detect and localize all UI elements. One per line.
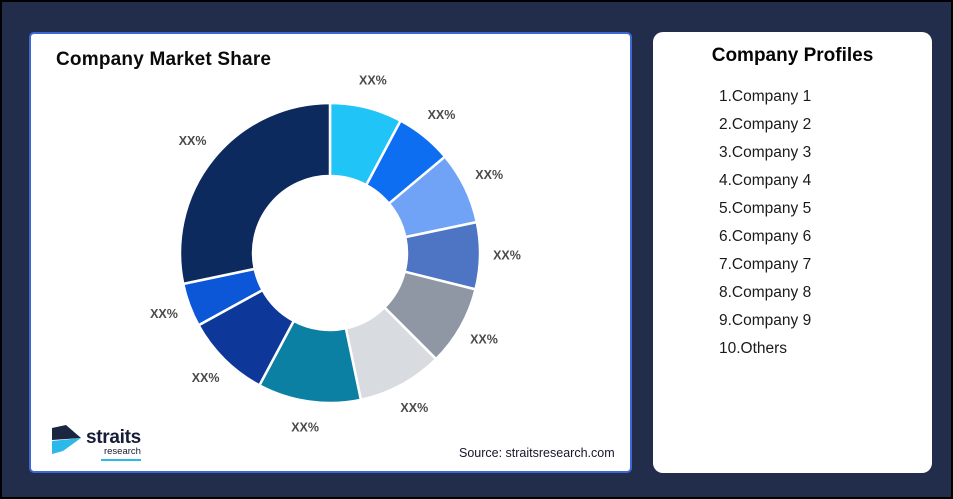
donut-chart: XX% XX% XX% XX% XX% XX% XX% XX% XX% XX% [150, 74, 521, 435]
donut-segment-10 [178, 101, 332, 286]
market-share-card: XX% XX% XX% XX% XX% XX% XX% XX% XX% XX% Company M… [29, 32, 632, 473]
straits-logo-icon [52, 425, 81, 454]
company-list-item: 4.Company 4 [719, 172, 812, 189]
profiles-title: Company Profiles [711, 45, 874, 66]
source-text: Source: straitsresearch.com [459, 446, 615, 460]
donut-segment-label-8: XX% [192, 371, 220, 385]
company-list-item: 8.Company 8 [719, 284, 812, 301]
logo-underline [100, 458, 141, 461]
donut-segment-label-3: XX% [475, 168, 503, 182]
company-list-item: 9.Company 9 [719, 312, 812, 329]
company-list-item: 10.Others [719, 340, 788, 357]
straits-logo-text: straits research [86, 428, 141, 461]
donut-segment-label-6: XX% [400, 401, 428, 415]
company-list: 1.Company 1 2.Company 2 3.Company 3 4.Compa… [719, 83, 811, 363]
donut-segment-label-10: XX% [179, 134, 207, 148]
logo-name: straits [86, 427, 141, 448]
donut-segment-label-9: XX% [150, 307, 178, 321]
donut-segment-label-2: XX% [428, 108, 456, 122]
straits-logo: straits research [48, 424, 141, 461]
donut-segment-label-5: XX% [470, 332, 498, 346]
company-list-item: 2.Company 2 [719, 116, 812, 133]
company-list-item: 3.Company 3 [719, 144, 812, 161]
company-list-item: 1.Company 1 [719, 88, 812, 105]
logo-subtitle: research [103, 446, 141, 457]
chart-title: Company Market Share [56, 49, 272, 70]
company-list-item: 7.Company 7 [719, 256, 812, 273]
donut-segment-label-1: XX% [359, 74, 387, 88]
donut-segment-label-7: XX% [291, 420, 319, 434]
company-list-item: 5.Company 5 [719, 200, 812, 217]
donut-segment-label-4: XX% [493, 249, 521, 263]
company-list-item: 6.Company 6 [719, 228, 812, 245]
company-profiles-card: Company Profiles 1.Company 1 2.Company 2 3… [653, 32, 932, 473]
